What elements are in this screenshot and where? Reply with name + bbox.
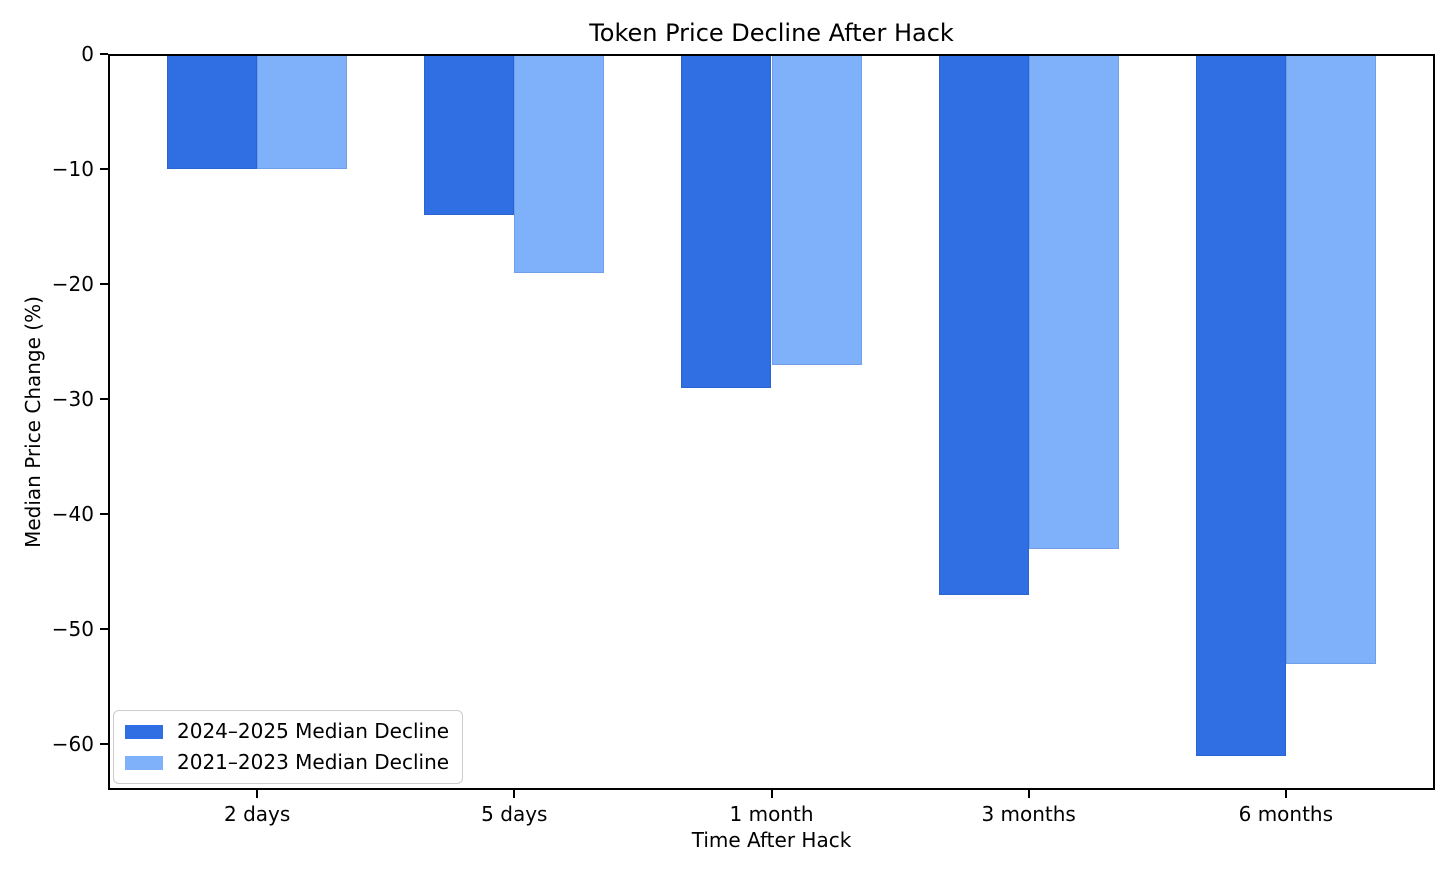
y-tick-label: −10 [51,157,94,181]
y-tick [100,168,108,170]
x-tick [1027,790,1030,798]
y-tick [100,283,108,285]
y-tick-label: −60 [51,732,94,756]
legend: 2024–2025 Median Decline 2021–2023 Median… [113,710,464,784]
x-tick [1284,790,1287,798]
bar-series1-5-days [424,54,515,215]
bar-series2-1-month [771,54,862,365]
x-tick-label: 5 days [481,802,548,826]
bar-series2-6-months [1285,54,1376,664]
bar-series1-2-days [167,54,258,169]
x-tick [256,790,259,798]
x-axis-label: Time After Hack [691,828,852,852]
legend-swatch-icon [125,755,163,770]
y-tick-label: −30 [51,387,94,411]
y-tick [100,513,108,515]
legend-swatch-icon [125,724,163,739]
x-tick-label: 1 month [729,802,814,826]
legend-item: 2021–2023 Median Decline [125,749,449,776]
y-tick-label: −40 [51,502,94,526]
y-tick [100,743,108,745]
chart-title: Token Price Decline After Hack [589,19,954,47]
y-tick [100,628,108,630]
bar-series2-5-days [514,54,605,273]
bar-series1-1-month [681,54,772,388]
legend-label: 2024–2025 Median Decline [177,719,450,743]
plot-area [108,54,1435,790]
legend-label: 2021–2023 Median Decline [177,750,450,774]
x-tick [513,790,516,798]
y-tick-label: −50 [51,617,94,641]
y-tick [100,398,108,400]
x-tick [770,790,773,798]
bar-series1-6-months [1195,54,1286,756]
x-tick-label: 3 months [981,802,1076,826]
bar-series2-2-days [257,54,348,169]
y-tick-label: −20 [51,272,94,296]
y-tick [100,53,108,55]
legend-item: 2024–2025 Median Decline [125,718,449,745]
bar-series2-3-months [1028,54,1119,549]
y-tick-label: 0 [81,42,94,66]
x-tick-label: 2 days [224,802,291,826]
bar-series1-3-months [938,54,1029,595]
x-tick-label: 6 months [1238,802,1334,826]
